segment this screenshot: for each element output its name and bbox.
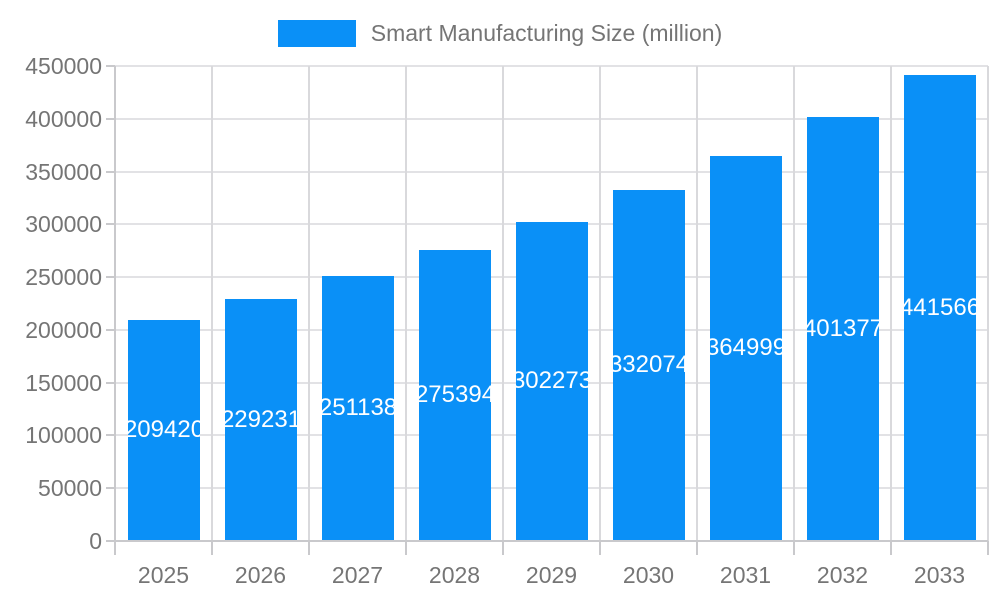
legend-label: Smart Manufacturing Size (million) <box>370 20 723 46</box>
y-tick-label: 400000 <box>25 105 102 132</box>
bar: 401377 <box>807 117 879 540</box>
x-gridline <box>405 66 407 541</box>
y-tick-label: 100000 <box>25 422 102 449</box>
y-axis-tick <box>106 487 115 490</box>
bar-value-label: 332074 <box>613 351 685 378</box>
x-gridline <box>696 66 698 541</box>
x-axis-tick <box>793 541 795 555</box>
bar-value-label: 441566 <box>904 293 976 321</box>
y-tick-label: 450000 <box>25 53 102 79</box>
y-gridline <box>115 117 988 120</box>
x-tick-label: 2025 <box>137 562 190 588</box>
bar: 332074 <box>613 190 685 540</box>
bar-value-label: 275394 <box>419 381 491 408</box>
bar: 229231 <box>225 299 297 540</box>
y-tick-label: 200000 <box>25 316 102 343</box>
bar: 441566 <box>904 75 976 540</box>
x-axis-tick <box>114 541 116 555</box>
x-tick-label: 2030 <box>622 562 675 588</box>
y-tick-label: 50000 <box>38 475 102 502</box>
x-tick-label: 2031 <box>719 562 772 588</box>
bar: 275394 <box>419 250 491 540</box>
y-axis-tick <box>106 381 115 384</box>
bar: 364999 <box>710 156 782 540</box>
x-axis-tick <box>405 541 407 555</box>
x-axis-line <box>115 540 988 542</box>
y-tick-label: 250000 <box>25 264 102 291</box>
x-gridline <box>890 66 892 541</box>
y-axis-tick <box>106 276 115 279</box>
legend[interactable]: Smart Manufacturing Size (million) <box>0 20 1000 47</box>
bar: 209420 <box>128 320 200 540</box>
y-tick-label: 150000 <box>25 369 102 396</box>
y-axis-tick <box>106 434 115 437</box>
x-tick-label: 2029 <box>525 562 578 588</box>
x-axis-tick <box>599 541 601 555</box>
bar: 251138 <box>322 276 394 540</box>
y-axis-tick <box>106 65 115 67</box>
bar-value-label: 229231 <box>225 405 297 433</box>
y-tick-label: 0 <box>89 528 102 554</box>
y-tick-label: 350000 <box>25 158 102 185</box>
bar-value-label: 401377 <box>807 314 879 342</box>
y-axis-tick <box>106 117 115 120</box>
x-axis-tick <box>696 541 698 555</box>
y-axis-tick <box>106 328 115 331</box>
y-tick-label: 300000 <box>25 211 102 238</box>
x-axis-tick <box>890 541 892 555</box>
y-axis-tick <box>106 170 115 173</box>
x-tick-label: 2028 <box>428 562 481 588</box>
legend-swatch-icon <box>277 20 356 47</box>
bar-value-label: 302273 <box>516 367 588 394</box>
x-gridline <box>211 66 213 541</box>
bar-value-label: 364999 <box>710 334 782 361</box>
y-axis-tick <box>106 223 115 226</box>
x-axis-tick <box>211 541 213 555</box>
x-axis-tick <box>308 541 310 555</box>
x-axis-tick <box>987 541 989 555</box>
bar-value-label: 209420 <box>128 416 200 443</box>
x-gridline <box>793 66 795 541</box>
x-tick-label: 2026 <box>234 562 287 588</box>
x-gridline <box>599 66 601 541</box>
y-axis-tick <box>106 540 115 542</box>
y-gridline <box>115 65 988 67</box>
y-gridline <box>115 170 988 173</box>
x-tick-label: 2033 <box>913 562 966 588</box>
y-axis-line <box>114 66 116 541</box>
x-gridline <box>987 66 989 541</box>
x-gridline <box>502 66 504 541</box>
x-tick-label: 2032 <box>816 562 869 588</box>
bar: 302273 <box>516 222 588 540</box>
x-gridline <box>308 66 310 541</box>
bar-value-label: 251138 <box>322 394 394 421</box>
x-axis-tick <box>502 541 504 555</box>
x-tick-label: 2027 <box>331 562 384 588</box>
